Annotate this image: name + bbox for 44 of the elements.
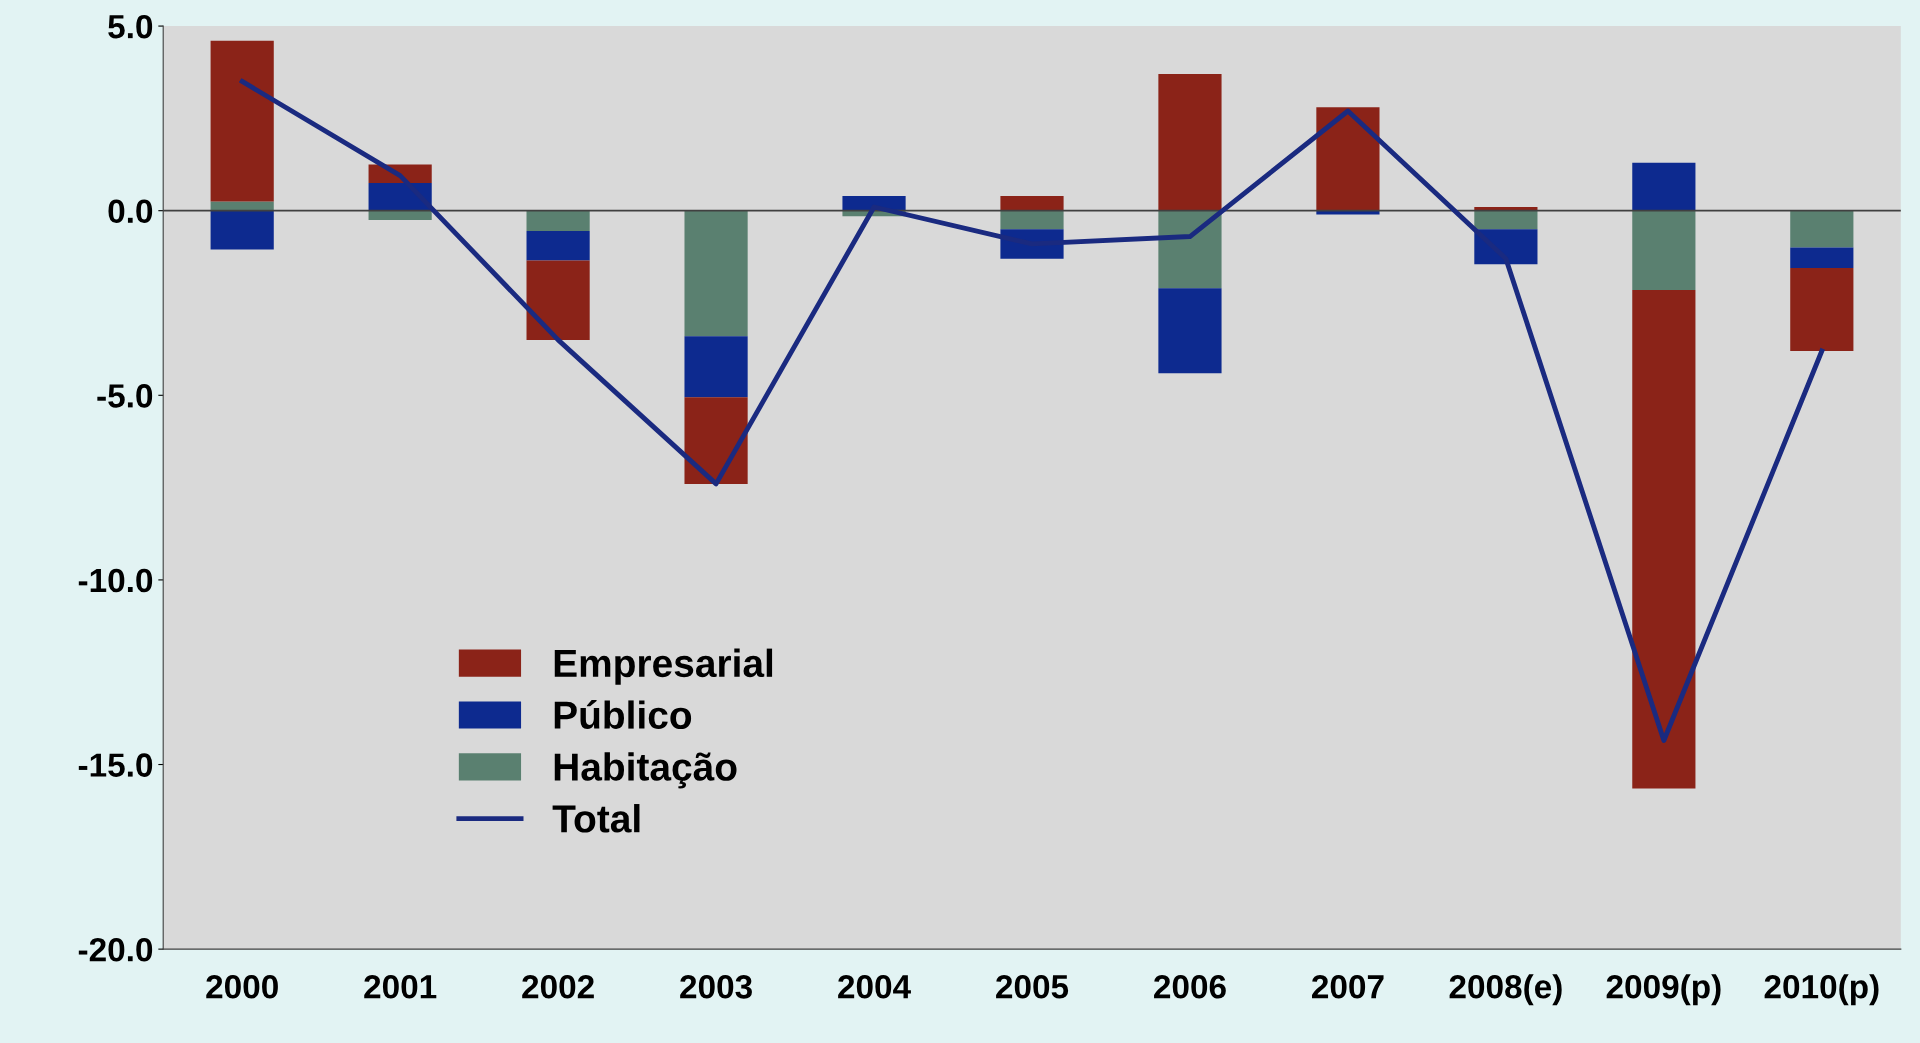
y-tick-label: -15.0 xyxy=(78,753,153,777)
x-tick-label: 2009(p) xyxy=(1606,974,1721,1006)
bar xyxy=(1632,290,1696,789)
x-tick-label: 2007 xyxy=(1312,975,1384,999)
x-tick-label: 2001 xyxy=(364,975,437,999)
bar xyxy=(526,260,590,340)
x-tick-label: 2002 xyxy=(522,975,594,999)
bar xyxy=(1000,195,1064,211)
y-tick-label: -5.0 xyxy=(97,384,153,408)
bar xyxy=(684,210,748,337)
y-tick-label: 5.0 xyxy=(108,14,153,39)
bar xyxy=(210,40,274,202)
bar xyxy=(1632,210,1696,291)
bar xyxy=(1158,74,1222,211)
x-tick-label: 2003 xyxy=(680,975,752,999)
bar xyxy=(210,201,274,211)
bar xyxy=(1474,210,1538,230)
bar xyxy=(1000,210,1064,230)
line-series xyxy=(239,79,1825,743)
bar xyxy=(526,230,590,261)
x-tick-label: 2010(p) xyxy=(1764,974,1879,1006)
x-tick-label: 2004 xyxy=(838,975,911,999)
bar xyxy=(1632,162,1696,211)
bar xyxy=(526,210,590,231)
bar xyxy=(1316,107,1380,211)
x-tick-label: 2008(e) xyxy=(1449,974,1562,1006)
bar xyxy=(684,397,748,484)
legend-label: Público xyxy=(554,700,692,729)
legend-label: Habitação xyxy=(554,752,737,789)
legend-label: Empresarial xyxy=(554,648,773,685)
bar xyxy=(1790,210,1854,248)
x-tick-label: 2006 xyxy=(1154,975,1226,999)
bar xyxy=(1790,247,1854,268)
y-tick-label: -10.0 xyxy=(78,568,153,593)
x-tick-label: 2000 xyxy=(206,975,278,999)
bar xyxy=(210,210,274,250)
bar xyxy=(1158,210,1222,289)
bar xyxy=(1158,288,1222,374)
y-tick-label: -20.0 xyxy=(78,937,153,962)
x-tick-label: 2005 xyxy=(996,975,1069,999)
bar xyxy=(684,336,748,398)
bar xyxy=(1790,267,1854,351)
legend-label: Total xyxy=(552,804,640,833)
y-tick-label: 0.0 xyxy=(108,199,153,224)
